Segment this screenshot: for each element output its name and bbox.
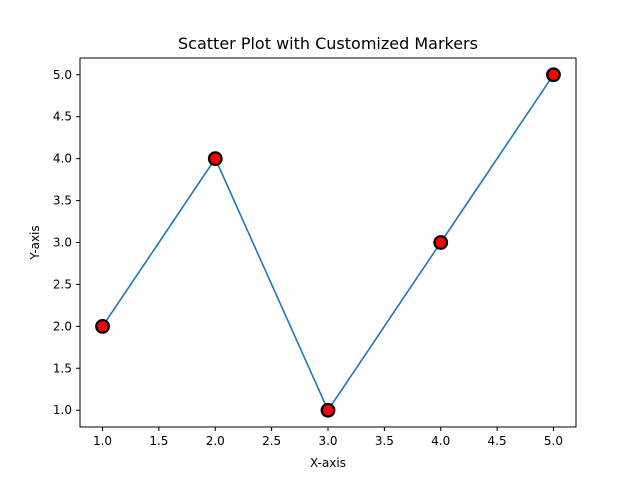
data-point <box>207 151 223 167</box>
y-tick-label: 5.0 <box>53 68 72 82</box>
x-tick-label: 3.0 <box>318 434 337 448</box>
data-point <box>433 235 449 250</box>
data-point <box>320 402 336 418</box>
x-tick-label: 4.0 <box>431 434 450 448</box>
x-tick-label: 2.0 <box>206 434 225 448</box>
chart-title: Scatter Plot with Customized Markers <box>178 34 478 53</box>
y-axis-label: Y-axis <box>28 225 42 260</box>
y-tick-label: 3.0 <box>53 236 72 250</box>
y-tick-label: 1.0 <box>53 403 72 417</box>
x-tick-label: 4.5 <box>488 434 507 448</box>
data-point <box>546 67 561 83</box>
y-tick-label: 2.5 <box>53 277 72 291</box>
y-tick-label: 4.5 <box>53 110 72 124</box>
y-tick-label: 3.5 <box>53 194 72 208</box>
y-tick-label: 1.5 <box>53 361 72 375</box>
y-tick-label: 2.0 <box>53 319 72 333</box>
x-tick-label: 1.5 <box>149 434 168 448</box>
y-axis-ticks: 1.0 1.5 2.0 2.5 3.0 3.5 4.0 4.5 5.0 <box>53 68 80 417</box>
plot-area-frame <box>79 57 577 428</box>
x-axis-ticks: 1.0 1.5 2.0 2.5 3.0 3.5 4.0 4.5 5.0 <box>93 427 563 448</box>
series-line <box>101 74 555 412</box>
x-tick-label: 2.5 <box>262 434 281 448</box>
x-axis-label: X-axis <box>310 456 346 470</box>
x-tick-label: 1.0 <box>93 434 112 448</box>
x-tick-label: 3.5 <box>375 434 394 448</box>
data-point <box>95 318 110 334</box>
series-points <box>95 67 561 418</box>
x-tick-label: 5.0 <box>544 434 563 448</box>
series-lines <box>101 74 555 412</box>
y-tick-label: 4.0 <box>53 152 72 166</box>
